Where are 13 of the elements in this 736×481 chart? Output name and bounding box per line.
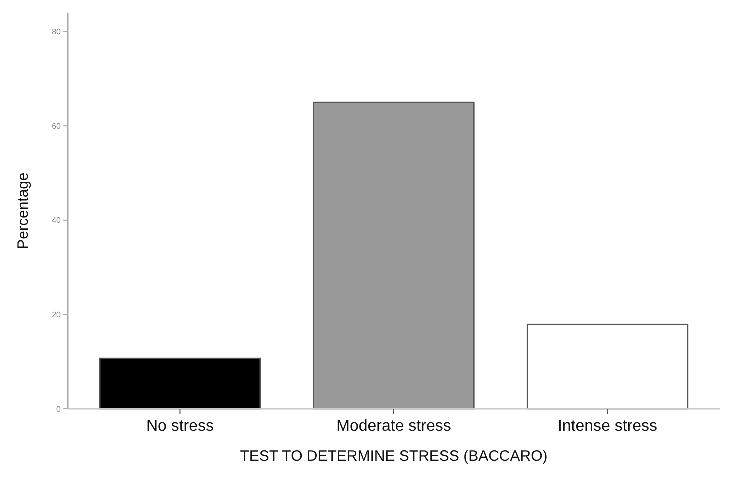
y-tick-label: 0 <box>56 404 62 414</box>
x-tick-label: No stress <box>146 418 214 435</box>
y-tick-label: 20 <box>52 310 62 320</box>
y-tick-label: 40 <box>52 216 62 226</box>
y-tick-label: 80 <box>52 28 62 37</box>
y-axis-title: Percentage <box>15 172 32 250</box>
x-tick-label: Moderate stress <box>336 418 452 435</box>
y-tick-label: 60 <box>52 122 62 131</box>
x-tick-label: Intense stress <box>558 418 658 435</box>
bar <box>313 102 475 410</box>
bar <box>99 358 262 410</box>
x-axis-title: TEST TO DETERMINE STRESS (BACCARO) <box>240 448 548 465</box>
bar <box>526 324 689 410</box>
